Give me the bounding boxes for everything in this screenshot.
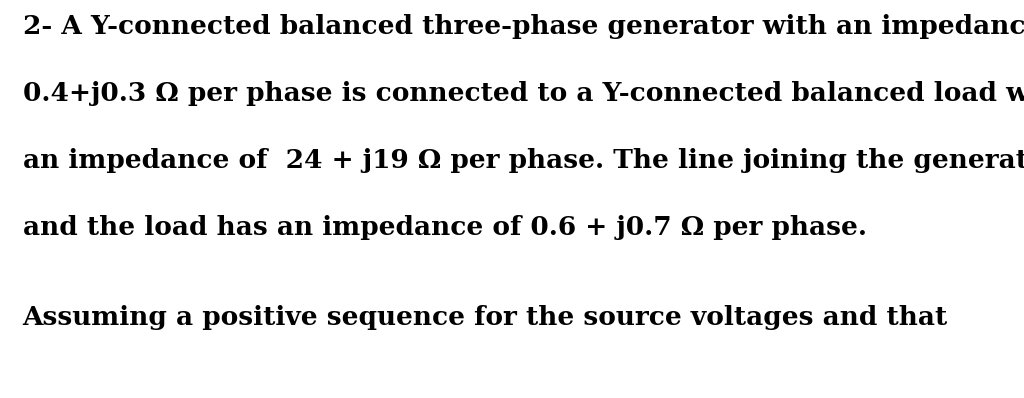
Text: an impedance of  24 + j19 Ω per phase. The line joining the generator: an impedance of 24 + j19 Ω per phase. Th… [23, 148, 1024, 173]
Text: Assuming a positive sequence for the source voltages and that: Assuming a positive sequence for the sou… [23, 305, 948, 330]
Text: and the load has an impedance of 0.6 + j0.7 Ω per phase.: and the load has an impedance of 0.6 + j… [23, 215, 866, 240]
Text: 2- A Y-connected balanced three-phase generator with an impedance of: 2- A Y-connected balanced three-phase ge… [23, 14, 1024, 39]
Text: 0.4+j0.3 Ω per phase is connected to a Y-connected balanced load with: 0.4+j0.3 Ω per phase is connected to a Y… [23, 81, 1024, 106]
